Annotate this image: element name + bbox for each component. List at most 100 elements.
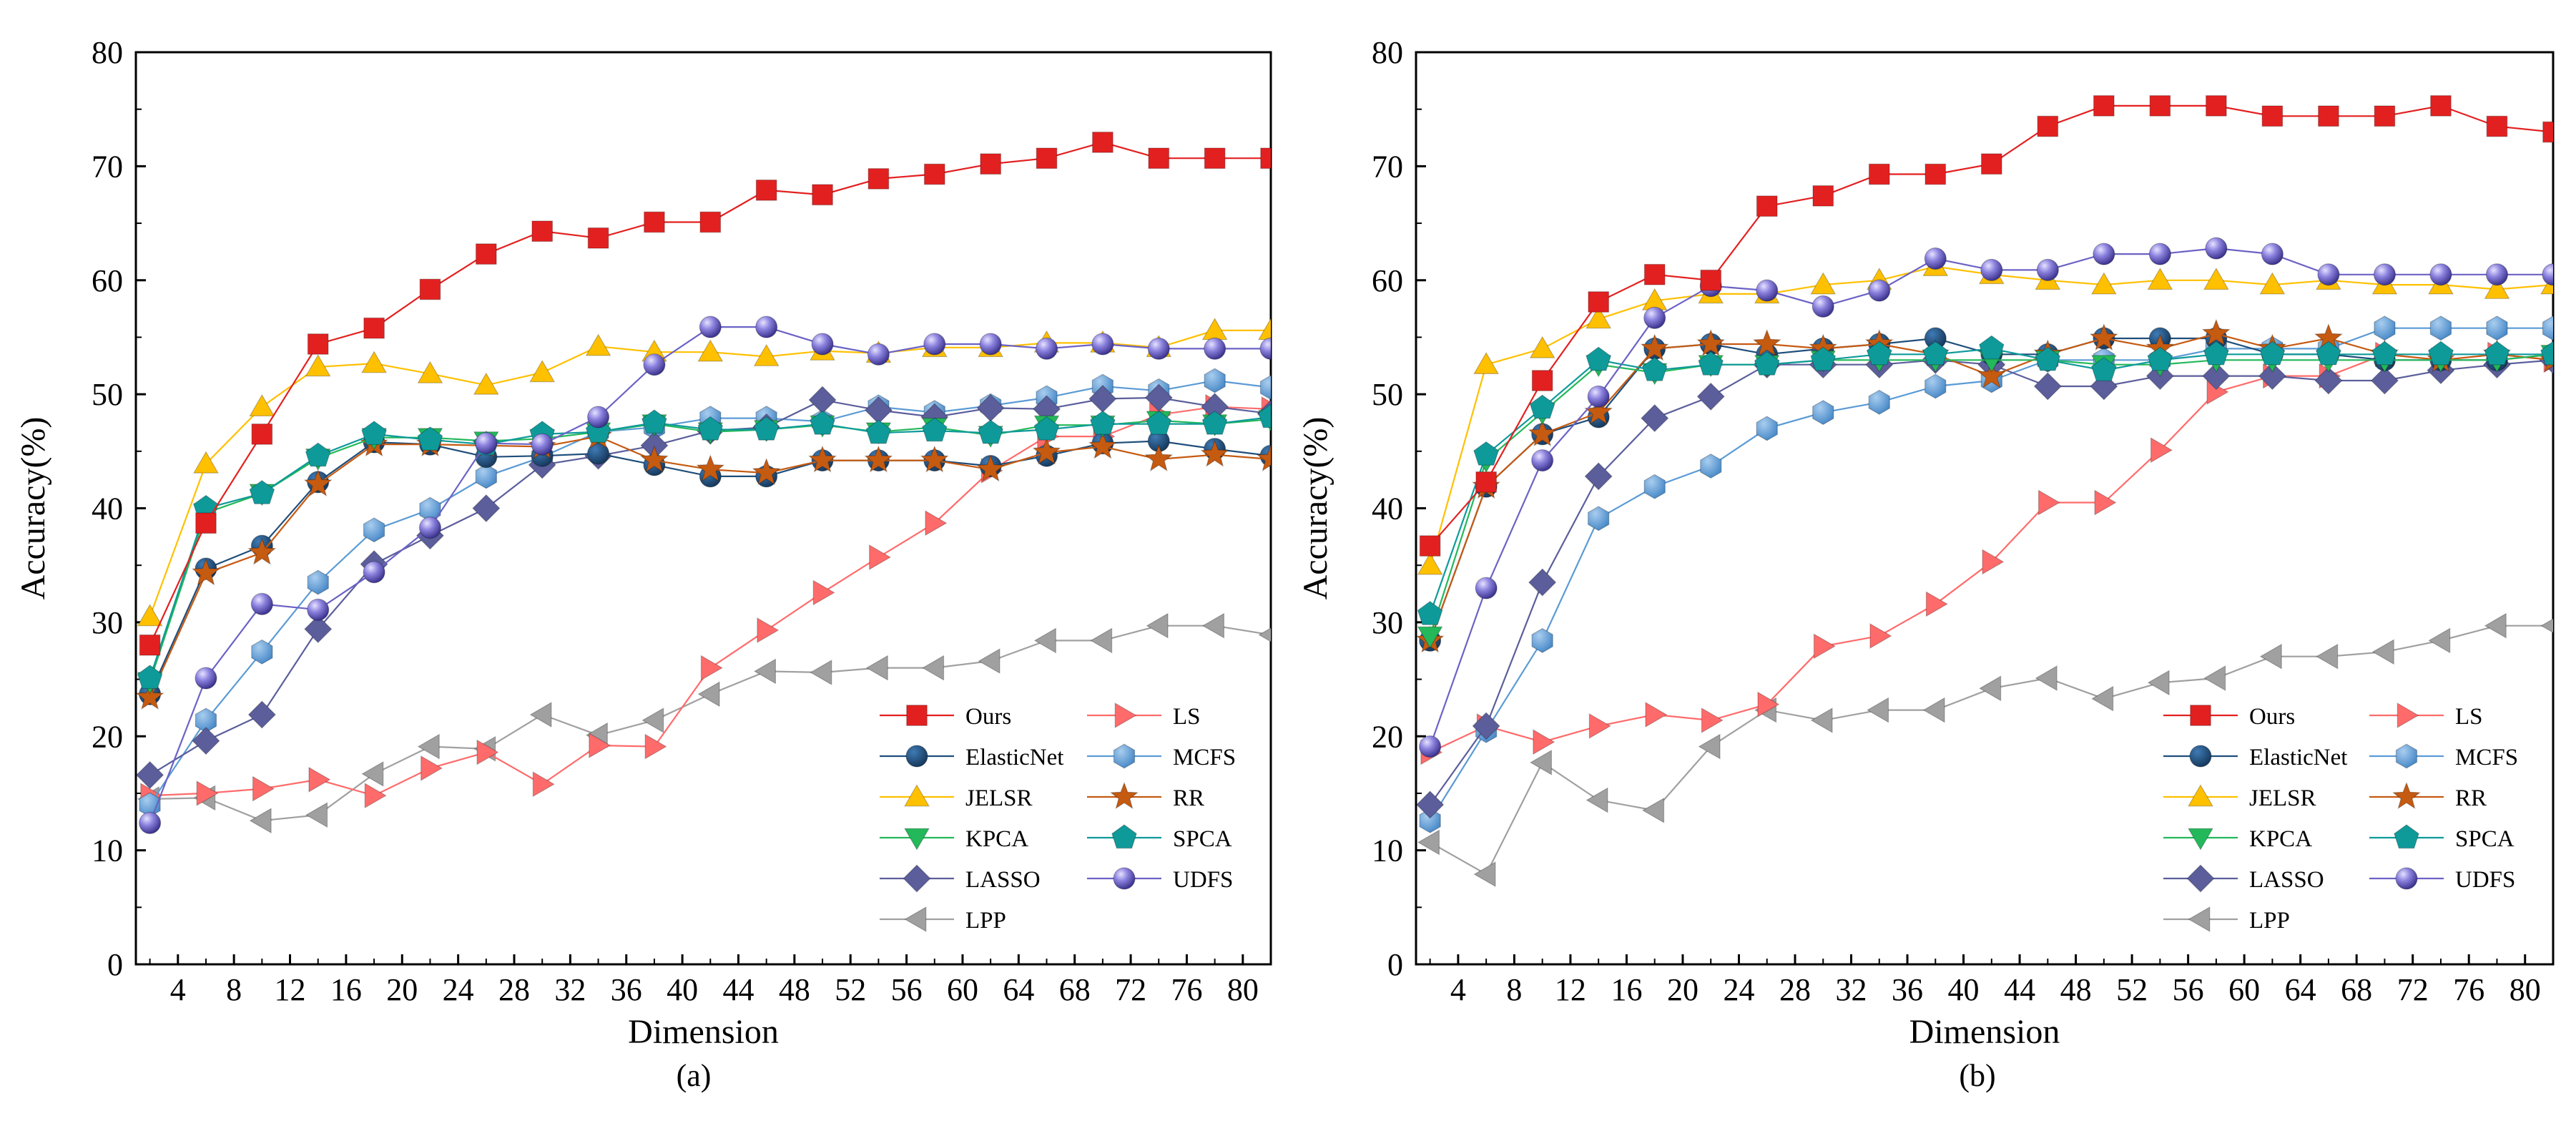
- y-tick-label: 20: [1372, 719, 1403, 754]
- data-point-udfs: [755, 315, 778, 338]
- data-point-udfs: [2429, 263, 2452, 286]
- data-point-ours: [1036, 147, 1058, 170]
- data-point-mcfs: [307, 569, 329, 595]
- data-point-ours: [1531, 370, 1553, 391]
- data-point-udfs: [1643, 306, 1666, 329]
- data-point-jelsr: [1473, 351, 1500, 375]
- y-tick-label: 40: [92, 491, 123, 527]
- x-tick-label: 76: [2453, 972, 2484, 1007]
- y-tick-label: 50: [1372, 377, 1403, 412]
- legend-marker: [2391, 781, 2422, 810]
- x-tick-label: 36: [1892, 972, 1923, 1007]
- data-point-spca: [361, 421, 387, 446]
- x-tick-label: 24: [443, 972, 474, 1007]
- data-point-udfs: [867, 343, 890, 366]
- x-tick-label: 56: [2173, 972, 2204, 1007]
- data-point-jelsr: [2147, 268, 2173, 290]
- data-point-lasso: [2033, 372, 2062, 401]
- data-point-ours: [755, 179, 777, 201]
- x-tick-label: 20: [1667, 972, 1699, 1007]
- data-point-mcfs: [2542, 315, 2553, 341]
- data-point-spca: [2428, 341, 2454, 366]
- data-point-ours: [1868, 163, 1890, 185]
- x-tick-label: 28: [1779, 972, 1811, 1007]
- data-point-jelsr: [1586, 306, 1612, 329]
- data-point-mcfs: [1924, 373, 1947, 399]
- legend-item-kpca: KPCA: [880, 826, 1028, 852]
- legend-label: JELSR: [965, 785, 1033, 811]
- data-point-mcfs: [1531, 627, 1553, 653]
- data-point-lasso: [1416, 790, 1445, 819]
- series-ours: [139, 132, 1271, 656]
- data-point-udfs: [418, 516, 442, 539]
- data-point-ls: [589, 733, 611, 758]
- data-point-lpp: [2203, 665, 2226, 691]
- data-point-udfs: [2542, 263, 2553, 286]
- data-point-lpp: [1090, 627, 1113, 654]
- x-tick-label: 60: [947, 972, 978, 1007]
- series-lpp: [1417, 612, 2553, 888]
- data-point-udfs: [531, 433, 554, 456]
- data-point-lasso: [304, 615, 333, 644]
- data-point-lpp: [2147, 670, 2170, 696]
- data-point-ours: [867, 168, 890, 190]
- data-point-jelsr: [2203, 268, 2229, 290]
- data-point-mcfs: [1259, 375, 1271, 401]
- data-point-mcfs: [2374, 315, 2396, 341]
- data-point-jelsr: [2540, 272, 2553, 295]
- data-point-ls: [252, 775, 275, 802]
- y-tick-label: 0: [1387, 947, 1403, 982]
- data-point-lasso: [472, 494, 501, 523]
- data-point-spca: [2540, 341, 2553, 366]
- data-point-udfs: [979, 333, 1002, 356]
- data-point-rr: [807, 445, 837, 473]
- y-axis-label: Accuracy(%): [1297, 417, 1334, 600]
- legend-item-ours: Ours: [880, 704, 1011, 730]
- x-tick-label: 24: [1723, 972, 1754, 1007]
- legend-label: SPCA: [2455, 826, 2514, 852]
- data-point-rr: [191, 558, 221, 586]
- legend-label: ElasticNet: [965, 745, 1063, 770]
- data-point-ours: [1756, 195, 1778, 217]
- data-point-ours: [2261, 105, 2284, 127]
- data-point-jelsr: [1810, 272, 1837, 295]
- data-point-lpp: [810, 660, 832, 685]
- data-point-udfs: [2205, 237, 2228, 260]
- data-point-ls: [644, 733, 667, 760]
- data-point-udfs: [923, 333, 946, 356]
- data-point-lpp: [922, 655, 945, 681]
- data-point-rr: [920, 445, 949, 473]
- x-tick-label: 32: [554, 972, 586, 1007]
- data-point-lpp: [529, 702, 552, 728]
- data-point-lpp: [249, 808, 272, 834]
- data-point-lpp: [754, 658, 777, 685]
- data-point-ours: [2206, 95, 2227, 117]
- legend-marker: [2189, 745, 2212, 768]
- x-tick-label: 32: [1836, 972, 1867, 1007]
- data-point-ours: [251, 423, 273, 445]
- x-tick-label: 52: [2116, 972, 2148, 1007]
- legend: Ours ElasticNet JELSR KPCA LASSO LPP LS MCFS RR S…: [2163, 702, 2518, 934]
- data-point-spca: [2371, 341, 2398, 366]
- data-point-rr: [1752, 328, 1781, 357]
- data-point-spca: [921, 417, 948, 442]
- data-point-udfs: [643, 353, 666, 376]
- data-point-ours: [1643, 263, 1666, 285]
- data-point-ours: [1148, 147, 1170, 170]
- legend-item-ls: LS: [1087, 702, 1201, 730]
- data-point-rr: [1144, 444, 1174, 472]
- data-point-ls: [925, 510, 948, 537]
- series-ls: [1420, 341, 2553, 765]
- data-point-mcfs: [1756, 416, 1778, 441]
- legend-item-jelsr: JELSR: [880, 784, 1033, 811]
- legend-item-lasso: LASSO: [880, 864, 1041, 893]
- x-tick-label: 56: [891, 972, 923, 1007]
- data-point-mcfs: [475, 464, 498, 489]
- data-point-spca: [1201, 410, 1228, 435]
- data-point-lpp: [1867, 697, 1889, 723]
- data-point-spca: [1978, 335, 2005, 360]
- data-point-lasso: [2202, 362, 2231, 391]
- legend-label: JELSR: [2249, 785, 2316, 811]
